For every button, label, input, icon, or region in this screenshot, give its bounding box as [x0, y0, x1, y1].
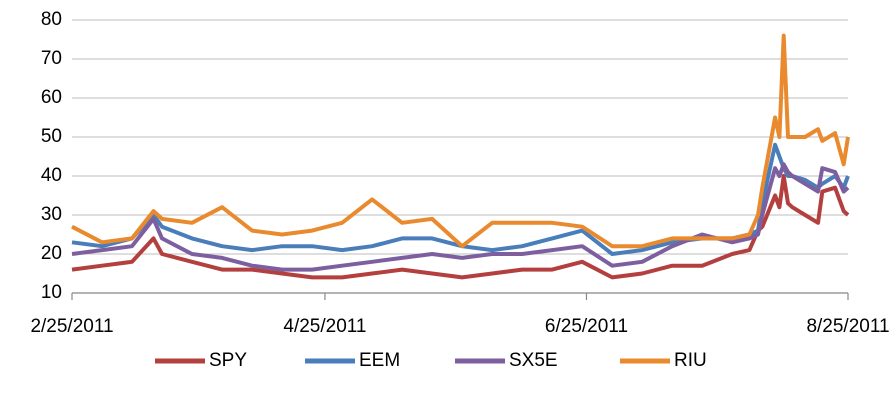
legend-label: EEM — [359, 350, 400, 371]
x-tick-label: 4/25/2011 — [283, 316, 366, 337]
legend-label: SX5E — [509, 350, 558, 371]
series-line — [71, 33, 850, 249]
x-tick-label: 2/25/2011 — [30, 316, 113, 337]
y-tick-label: 60 — [41, 87, 62, 108]
series-line — [71, 162, 850, 272]
x-tick-label: 6/25/2011 — [545, 316, 628, 337]
y-tick-label: 50 — [41, 126, 62, 147]
y-tick-label: 80 — [41, 9, 62, 30]
legend-label: SPY — [209, 350, 247, 371]
y-tick-label: 10 — [41, 282, 62, 303]
x-tick-label: 8/25/2011 — [806, 316, 889, 337]
series-line — [71, 174, 850, 280]
legend-label: RIU — [674, 350, 707, 371]
y-tick-label: 20 — [41, 243, 62, 264]
y-tick-label: 40 — [41, 165, 62, 186]
y-tick-label: 30 — [41, 204, 62, 225]
y-tick-label: 70 — [41, 48, 62, 69]
